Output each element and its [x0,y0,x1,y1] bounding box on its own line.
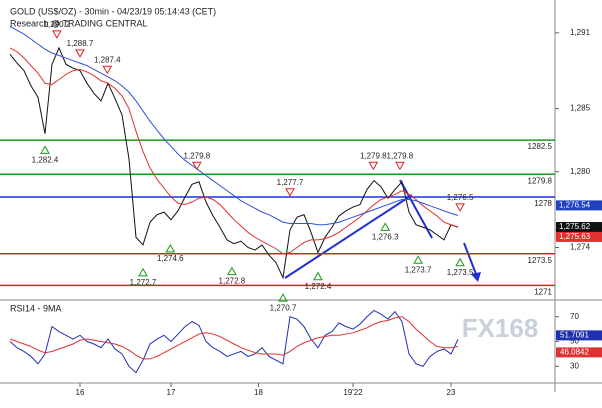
high-marker [192,161,202,171]
level-label: 1279.8 [528,176,553,185]
price-tag [556,231,602,242]
series-line [9,316,459,360]
low-label: 1,273.5 [447,268,474,277]
x-tick-label: 23 [447,388,456,397]
x-tick-label: 19'22 [343,388,363,397]
low-marker [165,243,176,253]
rsi-tick-label: 50 [570,337,579,346]
low-marker [227,266,237,276]
low-label: 1,272.4 [305,282,332,291]
low-label: 1,272.7 [130,278,157,287]
high-marker [102,65,113,75]
rsi-tag [556,347,602,358]
chart-title: GOLD (US$/OZ) - 30min - 04/23/19 05:14:4… [10,6,216,16]
low-marker [278,293,288,302]
series-line [9,47,459,255]
rsi-tag-label: 46.0842 [560,347,589,356]
high-marker [75,49,85,58]
low-label: 1,276.3 [372,233,399,242]
y-tick-label: 1,285 [570,104,591,113]
low-label: 1,282.4 [32,156,59,165]
forecast-arrow [463,242,477,275]
high-label: 1,287.4 [94,55,121,64]
low-marker [380,222,391,231]
chart-subtitle: Research @ TRADING CENTRAL [10,18,148,28]
low-label: 1,273.7 [405,265,432,274]
level-label: 1278 [534,199,552,208]
low-label: 1,270.7 [270,303,297,312]
watermark: FX168 [462,313,539,343]
low-label: 1,274.6 [157,254,184,263]
y-tick-label: 1,274 [570,243,591,252]
forecast-arrowhead [471,272,481,282]
high-label: 1,290.2 [44,20,71,29]
rsi-title: RSI14 - 9MA [10,303,62,313]
high-label: 1,279.8 [360,151,387,160]
rsi-tag [556,330,602,341]
y-tick-label: 1,291 [570,28,591,37]
x-tick-label: 17 [167,388,176,397]
high-marker [285,188,295,197]
series-line [9,46,459,280]
low-marker [455,257,465,267]
series-line [9,26,459,226]
rsi-tick-label: 30 [570,361,579,370]
low-marker [40,145,50,154]
level-label: 1282.5 [528,142,553,151]
low-label: 1,272.8 [219,277,246,286]
level-label: 1273.5 [528,256,553,265]
level-label: 1271 [534,287,552,296]
price-tag-label: 1,275.63 [559,232,591,241]
price-tag [556,222,602,233]
high-marker [395,161,405,171]
price-tag-label: 1,276.54 [559,201,591,210]
high-marker [368,161,379,171]
high-marker [455,203,465,212]
rsi-tick-label: 70 [570,312,579,321]
high-label: 1,277.7 [277,178,304,187]
price-tag [556,200,602,211]
rsi-tag-label: 51.7091 [560,331,589,340]
high-label: 1,288.7 [67,39,94,48]
low-marker [313,271,323,281]
price-tag-label: 1,275.62 [559,222,591,231]
low-marker [413,255,423,264]
high-label: 1,276.5 [447,193,474,202]
x-tick-label: 18 [254,388,263,397]
y-tick-label: 1,280 [570,167,591,176]
x-tick-label: 16 [76,388,85,397]
high-label: 1,279.8 [184,151,211,160]
high-label: 1,279.8 [387,151,414,160]
low-marker [138,267,148,277]
trend-line [284,194,413,279]
high-marker [52,30,62,39]
